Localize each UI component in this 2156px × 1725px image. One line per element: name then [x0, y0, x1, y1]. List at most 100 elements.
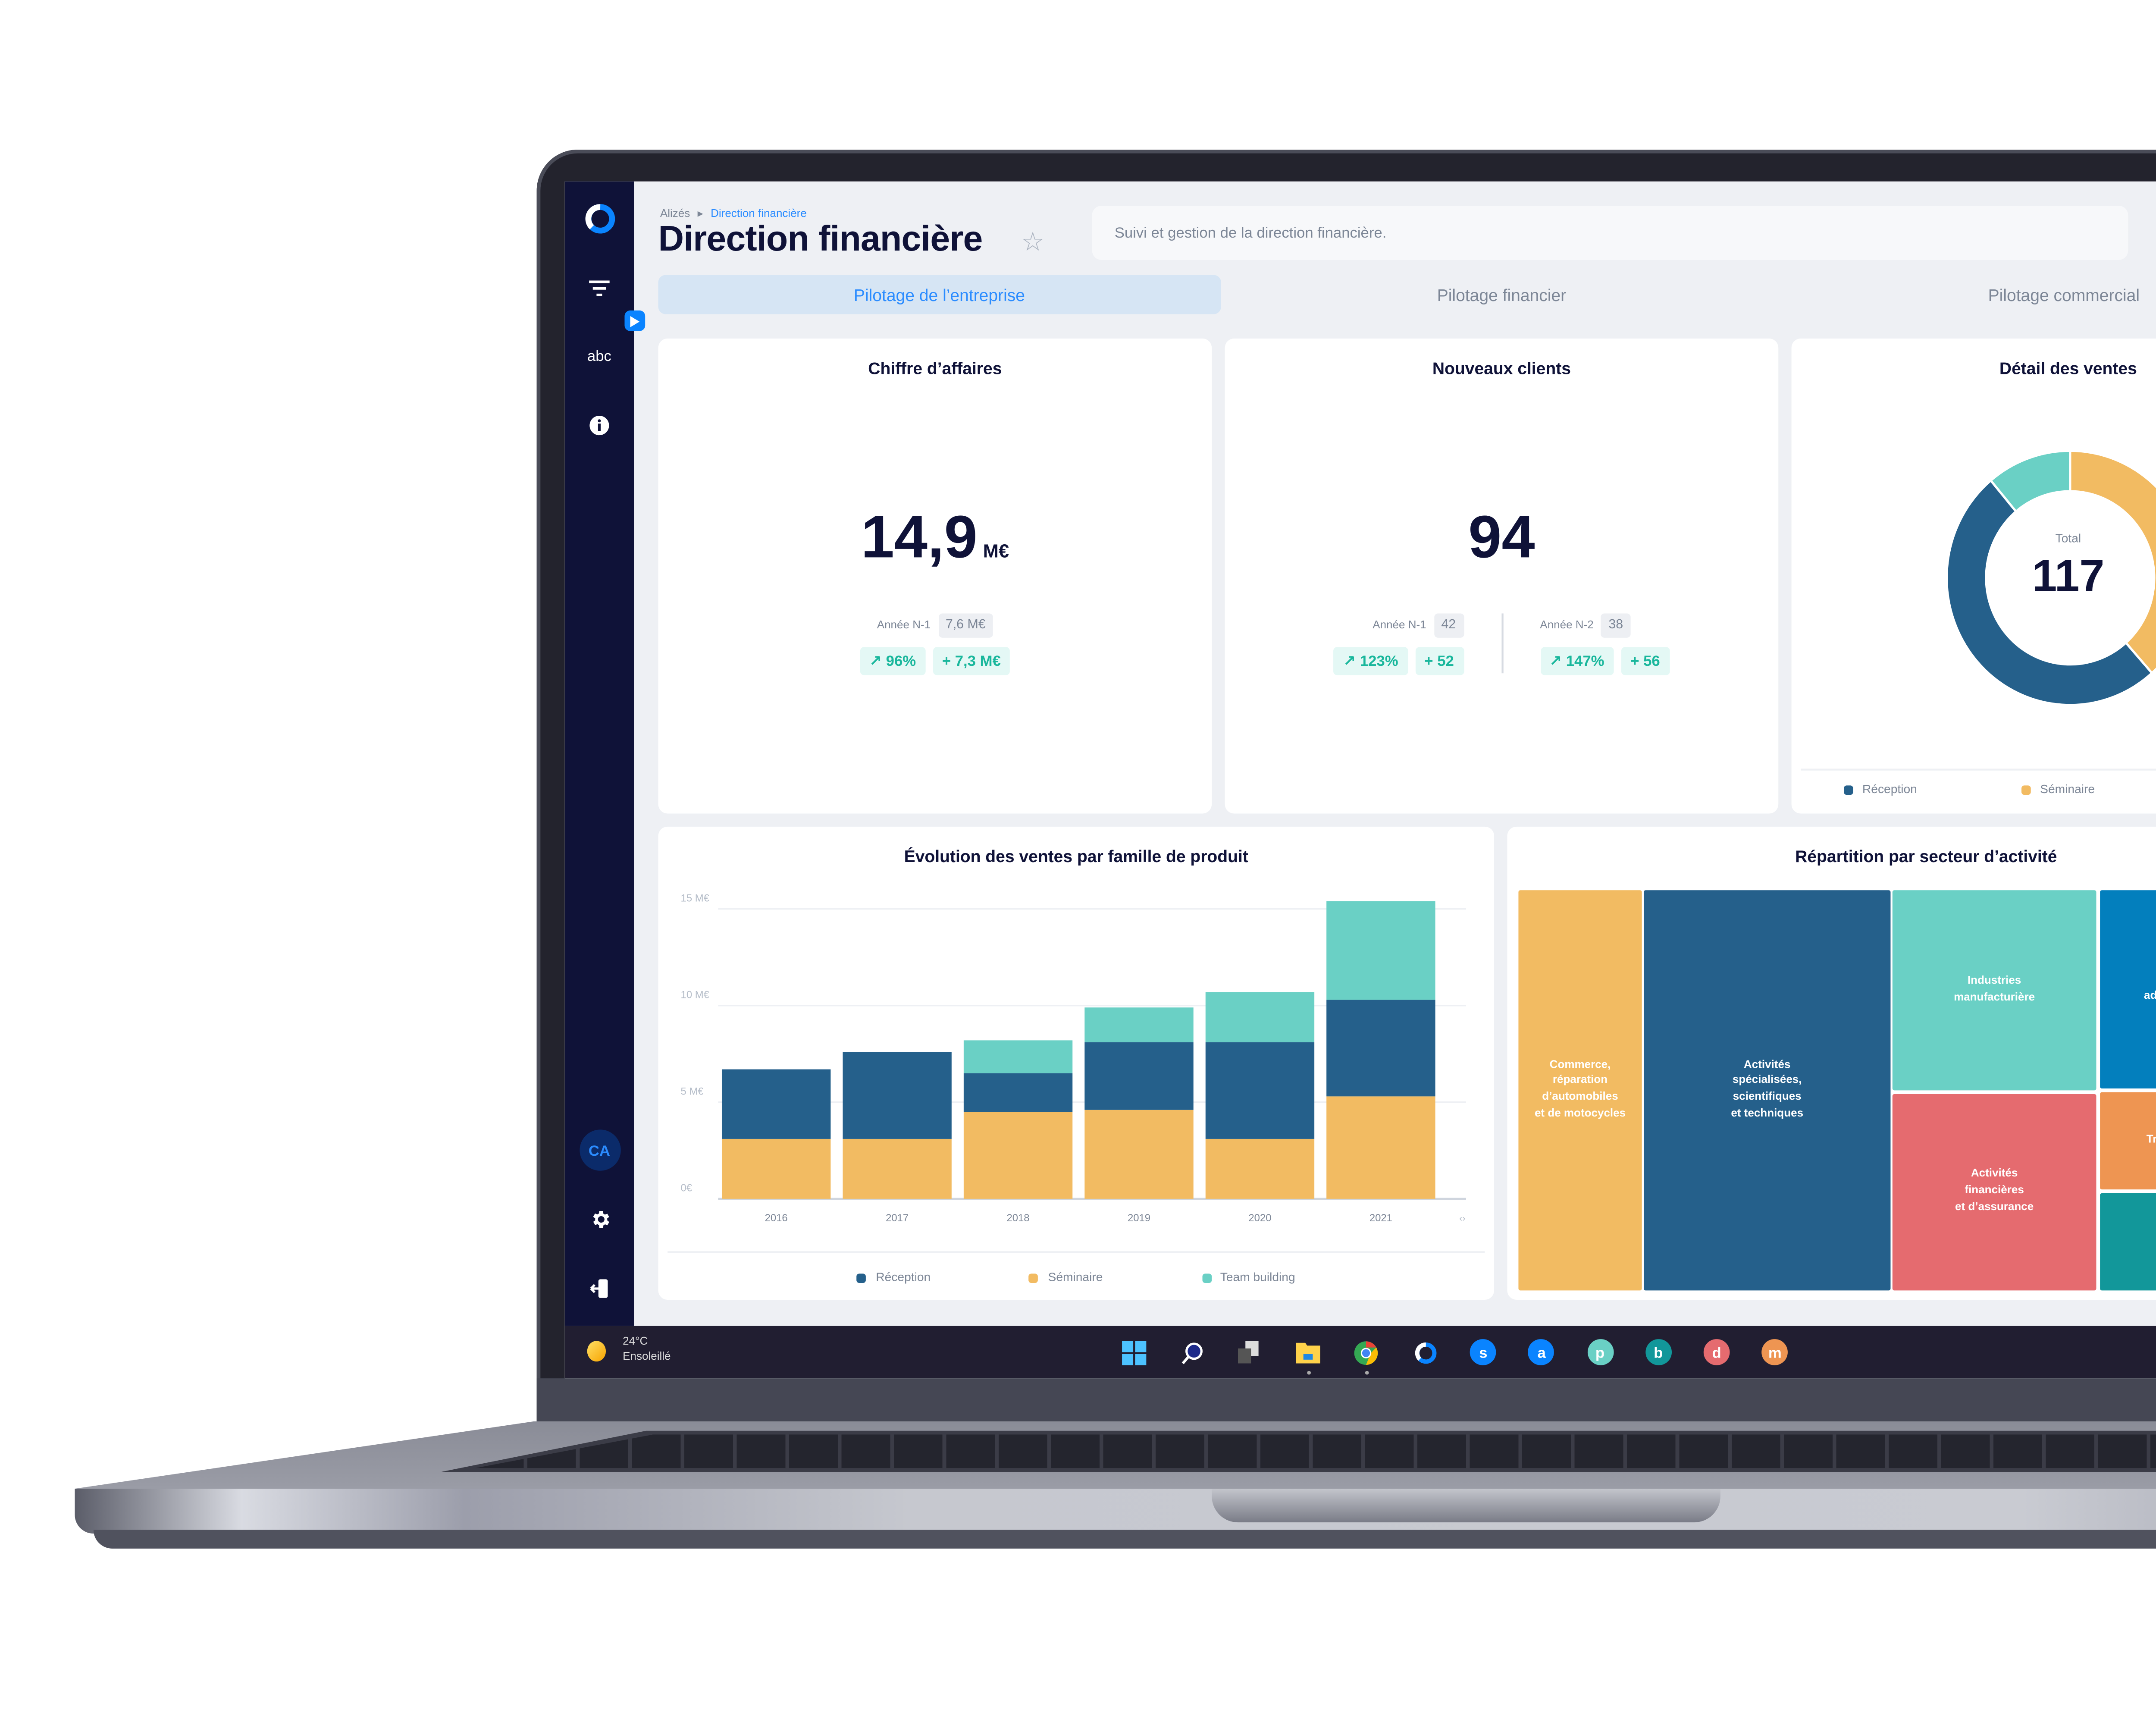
x-tick-label: 2019	[1128, 1212, 1150, 1224]
comparison-divider	[1501, 613, 1503, 674]
bar-segment-réception-2021[interactable]	[1326, 1000, 1435, 1097]
page-title: Direction financière	[658, 220, 983, 260]
app-logo-icon[interactable]	[565, 198, 634, 239]
favorite-star-icon[interactable]: ☆	[1021, 226, 1045, 257]
legend-label: Séminaire	[2040, 784, 2095, 797]
x-tick-label: 2020	[1248, 1212, 1271, 1224]
legend-swatch	[1201, 1273, 1211, 1283]
windows-start-icon[interactable]	[1120, 1339, 1147, 1365]
bar-segment-réception-2019[interactable]	[1084, 1042, 1194, 1110]
treemap-cell[interactable]: Activités de services administratifs et …	[2100, 890, 2156, 1088]
laptop-front-edge	[75, 1489, 2156, 1534]
weather-sun-icon[interactable]	[587, 1341, 606, 1362]
app-d-icon[interactable]: d	[1703, 1339, 1730, 1365]
bar-segment-séminaire-2019[interactable]	[1084, 1110, 1194, 1199]
tab-pilotage-financier[interactable]: Pilotage financier	[1437, 285, 1567, 304]
donut-chart[interactable]	[1943, 447, 2156, 709]
y-tick-label: 0€	[681, 1182, 693, 1194]
sidebar: abc CA	[564, 181, 634, 1326]
bar-segment-team-building-2019[interactable]	[1084, 1007, 1194, 1042]
new-clients-value: 94	[1468, 503, 1535, 571]
stacked-bar-chart[interactable]: 0€ 5 M€ 10 M€ 15 M€ 2016 2017 2018 2019 2020 2021…	[658, 879, 1495, 1245]
donut-center-value: 117	[2032, 552, 2105, 602]
app-m-icon[interactable]: m	[1762, 1339, 1788, 1365]
treemap-cell[interactable]: Commerce, réparation d’automobiles et de…	[1518, 890, 1642, 1291]
filter-icon[interactable]	[565, 275, 634, 301]
treemap-cell[interactable]: Activités immobilières	[2100, 1193, 2156, 1291]
breadcrumb-root[interactable]: Alizés	[660, 208, 690, 220]
treemap-cell[interactable]: Industries manufacturière	[1892, 890, 2096, 1091]
legend-seminaire[interactable]: Séminaire	[1029, 1272, 1103, 1285]
user-avatar[interactable]: CA	[565, 1128, 634, 1173]
running-indicator	[1306, 1371, 1310, 1375]
task-view-icon[interactable]	[1237, 1339, 1263, 1365]
chrome-icon[interactable]	[1354, 1339, 1380, 1365]
bar-segment-réception-2020[interactable]	[1205, 1042, 1315, 1139]
search-icon[interactable]	[1178, 1339, 1205, 1365]
legend-team-building[interactable]: Team building	[1201, 1272, 1295, 1285]
legend-reception[interactable]: Réception	[1843, 784, 1917, 797]
sales-evolution-card: Évolution des ventes par famille de prod…	[658, 826, 1495, 1300]
bar-legend: Réception Séminaire Team building	[808, 1272, 1344, 1285]
logout-icon[interactable]	[565, 1276, 634, 1302]
app-p-icon[interactable]: p	[1587, 1339, 1613, 1365]
treemap-cell[interactable]: Activités financières et d’assurance	[1892, 1094, 2096, 1291]
treemap-cell[interactable]: Transports et entreposage	[2100, 1092, 2156, 1190]
revenue-deltas: ↗ 96% + 7,3 M€	[658, 647, 1212, 675]
chart-scroll-arrows-icon[interactable]: ‹›	[1459, 1213, 1465, 1223]
treemap-cell[interactable]: Activités spécialisées, scientifiques et…	[1643, 890, 1891, 1291]
tab-pilotage-commercial[interactable]: Pilotage commercial	[1988, 285, 2140, 304]
breadcrumb-separator-icon: ▸	[697, 209, 703, 221]
app-b-icon[interactable]: b	[1645, 1339, 1672, 1365]
donut-slice-team-building[interactable]	[1989, 449, 2071, 513]
breadcrumb: Alizés ▸ Direction financière	[660, 207, 807, 221]
bar-segment-séminaire-2020[interactable]	[1205, 1138, 1315, 1199]
keyboard-keys	[475, 1434, 2156, 1468]
screen: abc CA Alizés ▸ Direction financière	[564, 181, 2156, 1379]
folder-icon[interactable]	[1295, 1339, 1322, 1365]
legend-seminaire[interactable]: Séminaire	[2021, 784, 2095, 797]
bar-segment-séminaire-2018[interactable]	[963, 1112, 1073, 1199]
legend-label: Séminaire	[1048, 1271, 1103, 1285]
abc-text-icon[interactable]: abc	[587, 347, 611, 364]
page-description-field[interactable]: Suivi et gestion de la direction financi…	[1092, 206, 2128, 260]
sales-detail-card: Détail des ventes Total 117 Réception Sé…	[1791, 338, 2156, 814]
legend-label: Team building	[1220, 1271, 1295, 1285]
app-s-icon[interactable]: s	[1470, 1339, 1497, 1365]
donut-slice-séminaire[interactable]	[2069, 449, 2156, 675]
weather-temperature: 24°C	[623, 1337, 648, 1349]
app-a-icon[interactable]: a	[1528, 1339, 1555, 1365]
sidebar-expand-button[interactable]	[624, 310, 646, 331]
n2-label: Année N-2	[1540, 620, 1594, 631]
x-tick-label: 2021	[1369, 1212, 1392, 1224]
revenue-delta-pct: ↗ 96%	[860, 647, 925, 675]
app-logo-icon[interactable]	[1412, 1339, 1438, 1365]
legend-divider	[1801, 768, 2156, 771]
revenue-delta-pct-value: 96%	[886, 652, 916, 670]
laptop-notch	[1212, 1489, 1720, 1523]
tab-pilotage-entreprise[interactable]: Pilotage de l’entreprise	[658, 275, 1221, 314]
bar-segment-réception-2017[interactable]	[843, 1052, 952, 1139]
legend-divider	[667, 1251, 1485, 1253]
new-clients-n2: Année N-2 38 ↗ 147% + 56	[1540, 613, 1670, 675]
bar-segment-séminaire-2017[interactable]	[843, 1138, 952, 1199]
revenue-compare-label: Année N-1	[877, 620, 931, 631]
bar-segment-séminaire-2016[interactable]	[721, 1138, 831, 1199]
bar-segment-séminaire-2021[interactable]	[1326, 1096, 1435, 1199]
legend-reception[interactable]: Réception	[857, 1272, 931, 1285]
donut-center-label: Total	[2055, 533, 2081, 546]
weather-widget[interactable]: 24°C Ensoleillé	[623, 1335, 671, 1367]
bar-segment-réception-2016[interactable]	[721, 1069, 831, 1139]
info-icon[interactable]	[565, 411, 634, 438]
bar-segment-team-building-2020[interactable]	[1205, 992, 1315, 1042]
donut-slice-réception[interactable]	[1946, 479, 2154, 706]
sector-breakdown-title: Répartition par secteur d’activité	[1795, 847, 2057, 866]
bar-segment-réception-2018[interactable]	[963, 1073, 1073, 1112]
laptop-base	[75, 1421, 2156, 1549]
sector-breakdown-card: Répartition par secteur d’activité Comme…	[1507, 826, 2156, 1300]
gear-icon[interactable]	[565, 1206, 634, 1233]
bar-segment-team-building-2021[interactable]	[1326, 901, 1435, 1000]
bar-segment-team-building-2018[interactable]	[963, 1040, 1073, 1073]
